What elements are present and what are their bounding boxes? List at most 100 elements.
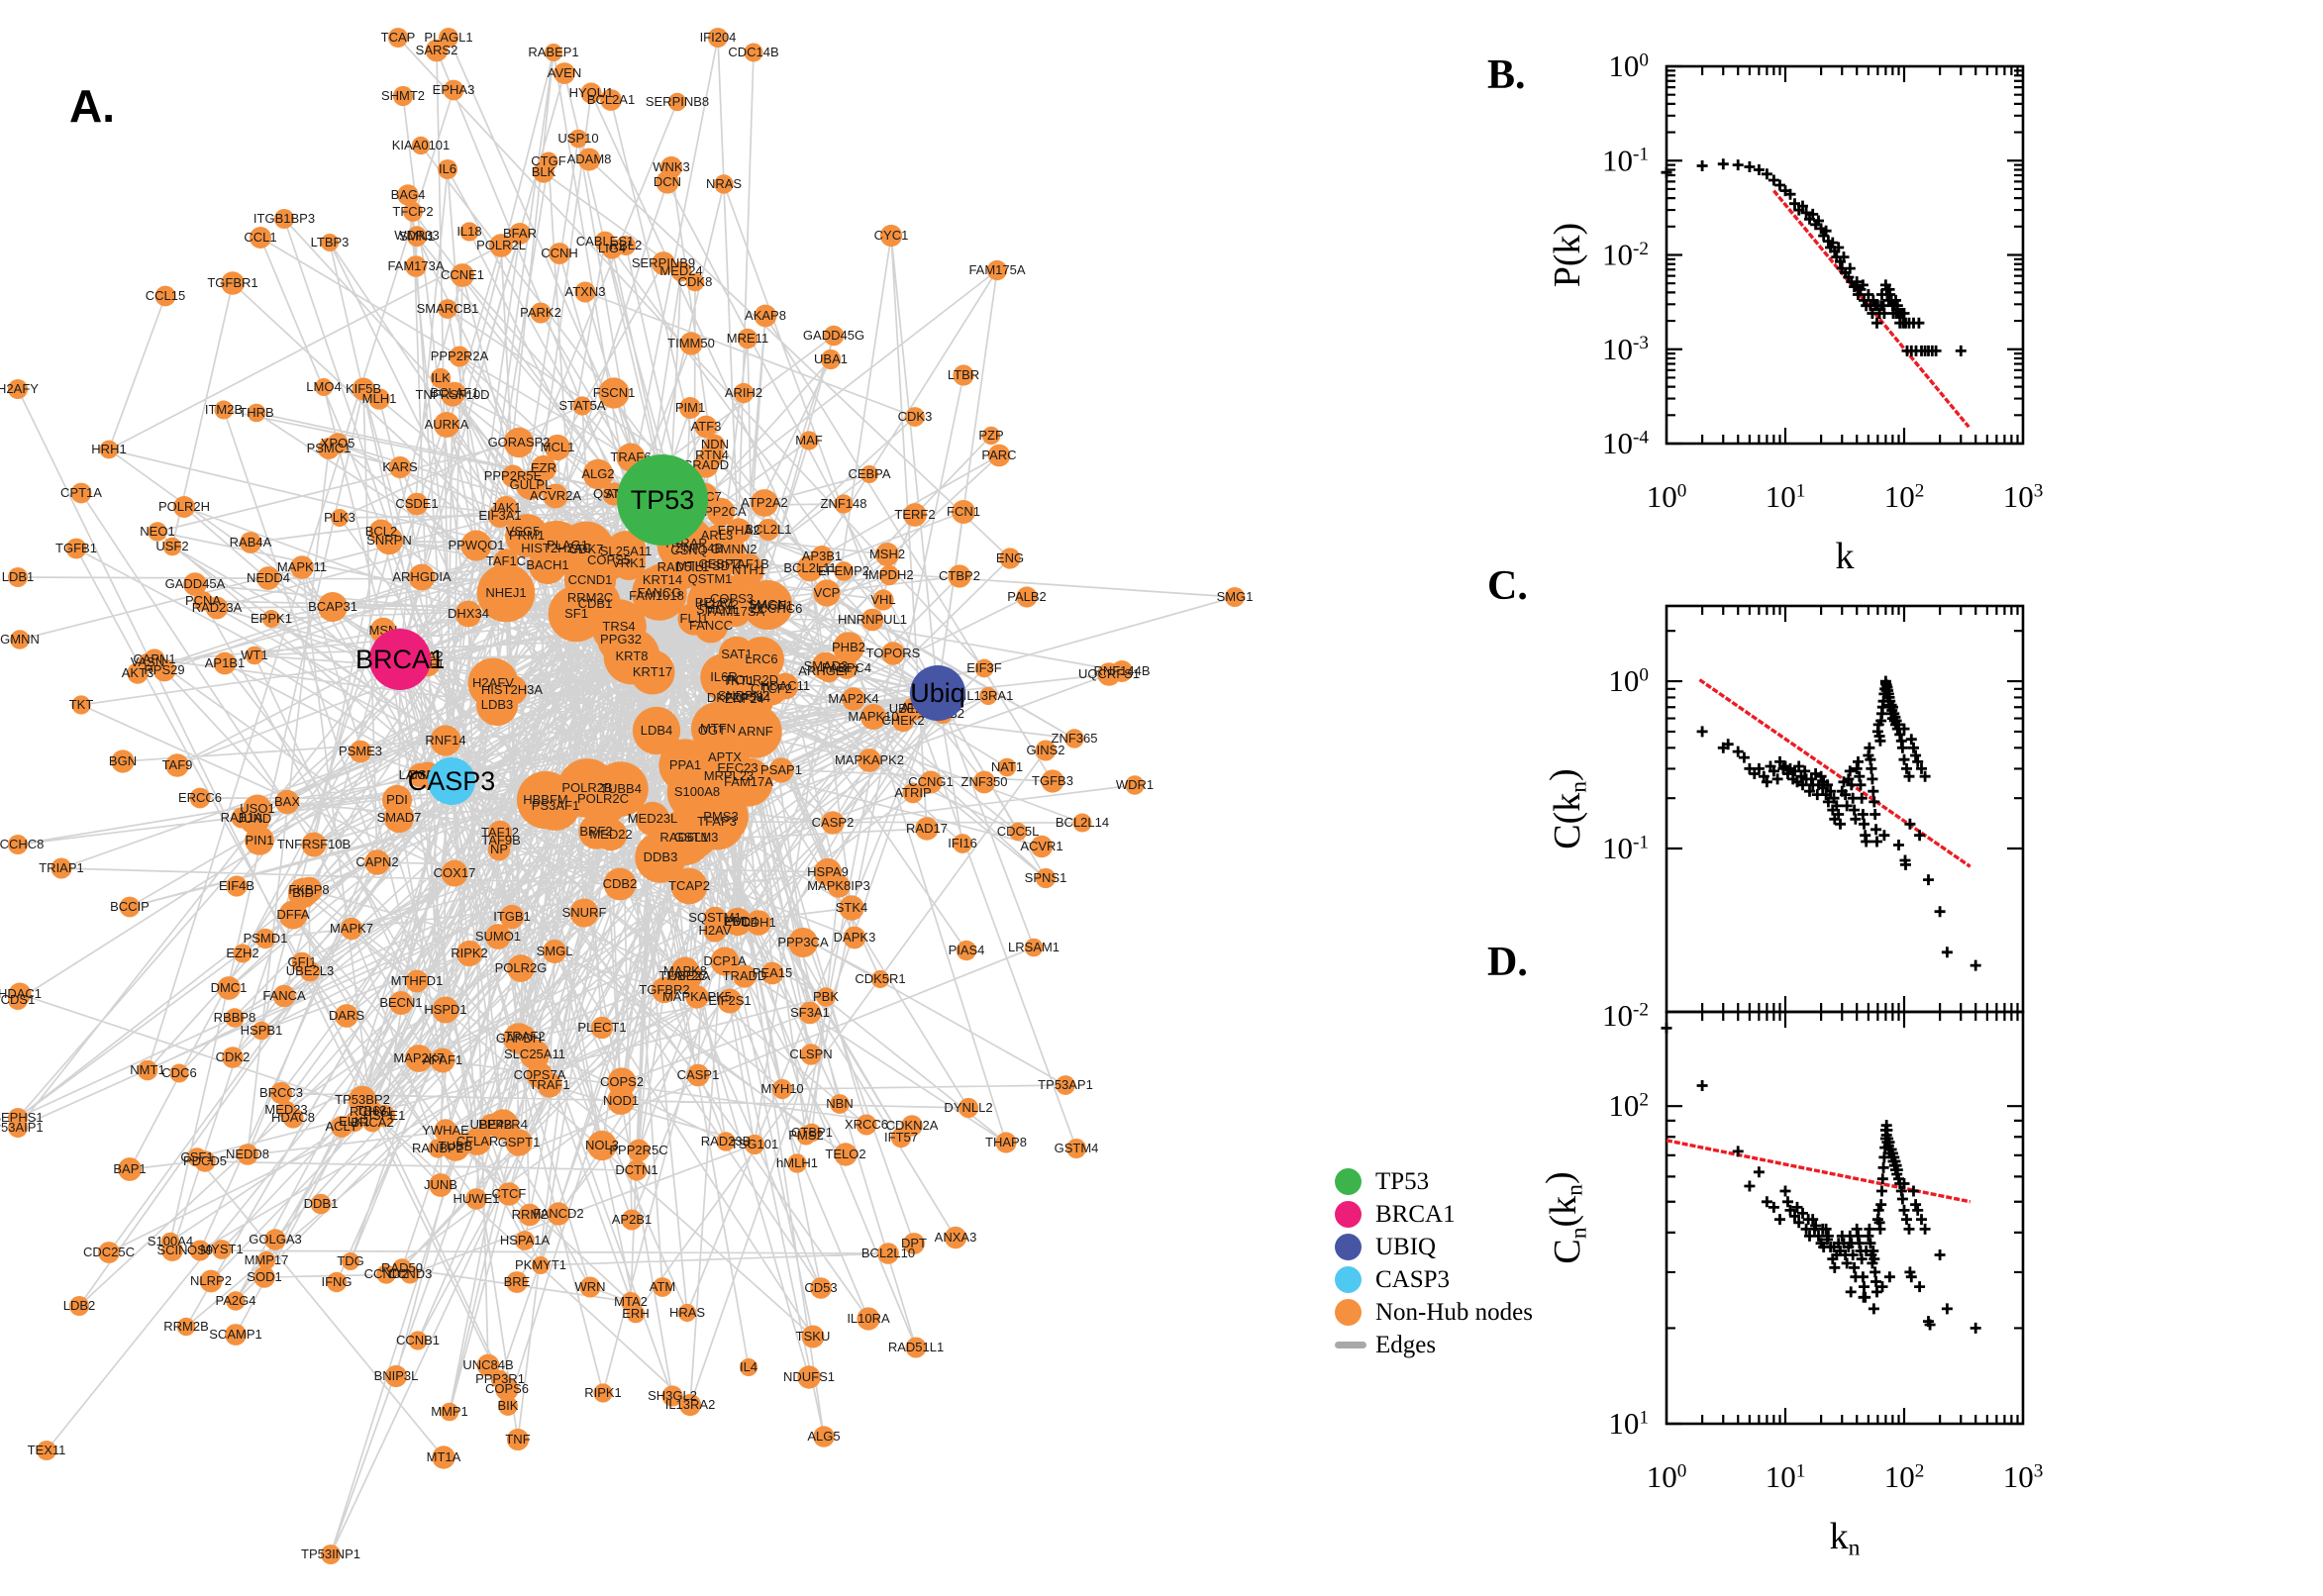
legend-item-edges: Edges	[1335, 1332, 1533, 1358]
gene-node-label: ANXA3	[935, 1230, 977, 1245]
gene-node-label: MRE11	[727, 331, 768, 346]
gene-node-label: NRAS	[706, 176, 742, 191]
gene-node-label: IL18	[456, 224, 481, 239]
gene-node	[173, 496, 195, 518]
gene-node-label: PMS2	[788, 1128, 823, 1143]
gene-node-label: LRSAM1	[1008, 940, 1060, 954]
gene-node-label: KRT17	[633, 664, 672, 679]
gene-node-label: BRCC3	[259, 1085, 303, 1100]
gene-node	[678, 1393, 702, 1417]
gene-node	[616, 236, 636, 255]
gene-node	[760, 961, 784, 985]
gene-node-label: CCNH	[541, 246, 578, 260]
gene-node	[254, 928, 276, 949]
gene-node	[8, 379, 28, 399]
gene-node-label: ATP2A2	[741, 495, 787, 510]
gene-node	[70, 482, 92, 504]
gene-node	[335, 1004, 358, 1028]
hub-node-brca1	[369, 629, 431, 690]
gene-node-label: GORASP2	[488, 435, 551, 449]
gene-node-label: ITGB1	[493, 909, 531, 924]
gene-node	[714, 174, 734, 194]
gene-node-label: GOLGA3	[249, 1232, 301, 1247]
gene-node-label: RIPK1	[584, 1385, 622, 1400]
gene-node	[69, 1296, 89, 1316]
gene-node	[8, 990, 28, 1010]
gene-node-label: hMLH1	[776, 1155, 818, 1170]
gene-node-label: BCL2L10	[861, 1246, 915, 1260]
svg-text:102: 102	[1884, 1459, 1925, 1494]
gene-node	[490, 1369, 510, 1389]
gene-node	[449, 346, 470, 367]
legend-node-icon	[1335, 1299, 1362, 1326]
svg-text:102: 102	[1608, 1088, 1649, 1123]
gene-node	[870, 969, 890, 989]
gene-node-label: TSKU	[796, 1329, 831, 1344]
gene-node	[981, 426, 1001, 446]
gene-node-label: AKAP8	[745, 308, 786, 323]
gene-node-label: HBBFM	[523, 792, 568, 807]
gene-node	[603, 867, 637, 901]
gene-node-label: HDAC8	[271, 1110, 315, 1125]
gene-node-label: CASP1	[677, 1067, 720, 1082]
gene-node	[704, 434, 726, 455]
gene-node-label: TEX11	[28, 1443, 66, 1457]
gene-node-label: CDB2	[603, 876, 638, 891]
gene-node	[543, 483, 568, 509]
legend-node-icon	[1335, 1201, 1362, 1228]
gene-node-label: IL6R	[710, 669, 737, 684]
gene-node	[388, 455, 412, 479]
gene-node	[479, 1113, 503, 1137]
gene-node-label: TRAF1	[529, 1077, 569, 1092]
gene-node-label: PIM1	[675, 400, 705, 415]
network-legend: TP53 BRCA1 UBIQ CASP3 Non-Hub nodes Edges	[1335, 1168, 1533, 1358]
gene-node-label: USO1	[240, 801, 274, 816]
gene-node-label: CDC14B	[728, 45, 778, 59]
gene-node	[440, 1402, 459, 1422]
gene-node-label: ENG	[996, 550, 1024, 565]
gene-node-label: SQSTM1	[688, 910, 741, 925]
legend-item-brca1: BRCA1	[1335, 1201, 1533, 1228]
gene-node	[459, 222, 479, 242]
gene-node-label: PA2G4	[216, 1293, 256, 1308]
gene-node	[213, 651, 237, 675]
gene-node-label: CTBP2	[939, 568, 980, 583]
gene-node-label: TRS4	[602, 619, 635, 634]
gene-node	[340, 917, 363, 941]
gene-node-label: IMPDH2	[864, 567, 913, 582]
gene-node-label: EDD4	[724, 914, 758, 929]
gene-node-label: POLR2G	[495, 960, 548, 975]
gene-node-label: RAB4A	[230, 535, 272, 549]
gene-node-label: ARIH2	[725, 385, 762, 400]
gene-node-label: USF2	[155, 539, 188, 553]
gene-node-label: DPT	[901, 1236, 927, 1250]
gene-node	[877, 1243, 899, 1264]
gene-node-label: HRH1	[91, 442, 126, 456]
gene-node-label: BCL2A1	[587, 92, 635, 107]
svg-text:100: 100	[1608, 49, 1649, 83]
scatter-points	[1661, 1022, 1981, 1334]
gene-node	[1056, 1075, 1075, 1095]
gene-node-label: HUWE1	[454, 1191, 500, 1206]
gene-node-label: STAT5A	[558, 398, 606, 413]
gene-node-label: BCL2L11	[783, 560, 836, 575]
gene-node	[952, 500, 975, 524]
gene-node-label: RAD50	[381, 1260, 423, 1275]
legend-label: BRCA1	[1375, 1200, 1456, 1228]
gene-node	[1008, 822, 1028, 842]
gene-node-label: RRM2C	[567, 590, 613, 605]
gene-node	[451, 263, 474, 287]
gene-node	[834, 561, 854, 581]
gene-node-label: CCND1	[568, 572, 613, 587]
gene-node	[321, 1545, 341, 1564]
gene-node	[245, 646, 264, 665]
gene-node	[411, 136, 431, 155]
gene-node-label: VASN	[131, 654, 164, 669]
gene-node	[635, 832, 686, 883]
gene-node-label: XPO5	[321, 436, 355, 450]
gene-node-label: TRAF2	[504, 1029, 545, 1044]
gene-node-label: NAT1	[991, 759, 1023, 774]
gene-node-label: BCAP31	[308, 599, 357, 614]
gene-node	[253, 1266, 275, 1288]
svg-text:100: 100	[1647, 1459, 1687, 1494]
